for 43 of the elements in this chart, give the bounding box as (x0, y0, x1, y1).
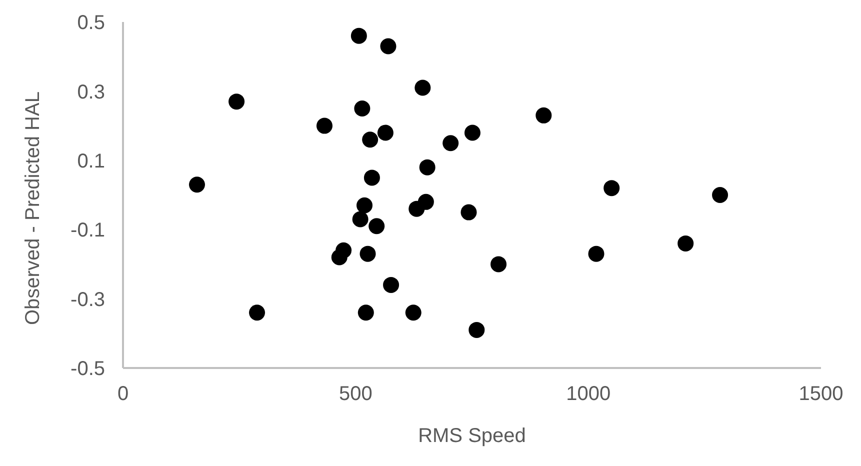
point (604, 180, 620, 196)
point (377, 124, 394, 141)
y-tick-label: -0.3 (70, 288, 105, 311)
point (350, 28, 367, 44)
x-tick-label: 1000 (566, 383, 611, 406)
point (380, 38, 396, 54)
x-tick-label: 500 (338, 383, 372, 406)
point (414, 80, 431, 96)
point (362, 132, 378, 148)
point (468, 322, 485, 338)
point (419, 159, 436, 176)
point (678, 235, 694, 252)
point (358, 304, 374, 321)
point (188, 176, 205, 193)
point (588, 246, 604, 262)
point (383, 276, 400, 293)
point (442, 135, 459, 152)
point (490, 256, 507, 272)
y-tick-label: 0.5 (77, 12, 105, 34)
y-tick-label: -0.5 (70, 358, 105, 380)
point (356, 197, 373, 214)
x-axis-title: RMS Speed (418, 425, 526, 447)
point (464, 124, 480, 141)
point (336, 242, 352, 258)
point (405, 304, 422, 321)
point (354, 100, 370, 116)
point (418, 194, 434, 210)
y-tick-label: 0.3 (77, 81, 105, 104)
y-tick-label: -0.1 (70, 220, 105, 242)
y-axis-title: Observed - Predicted HAL (22, 92, 44, 325)
x-tick-label: 0 (117, 383, 129, 406)
point (368, 218, 385, 234)
point (364, 170, 380, 186)
point (316, 118, 332, 134)
point (352, 211, 368, 228)
point (360, 246, 376, 262)
point (712, 187, 728, 203)
point (249, 304, 266, 321)
x-tick-label: 1500 (798, 383, 844, 406)
point (228, 94, 245, 110)
point (536, 107, 552, 124)
y-tick-label: 0.1 (77, 150, 105, 172)
point (460, 204, 477, 220)
